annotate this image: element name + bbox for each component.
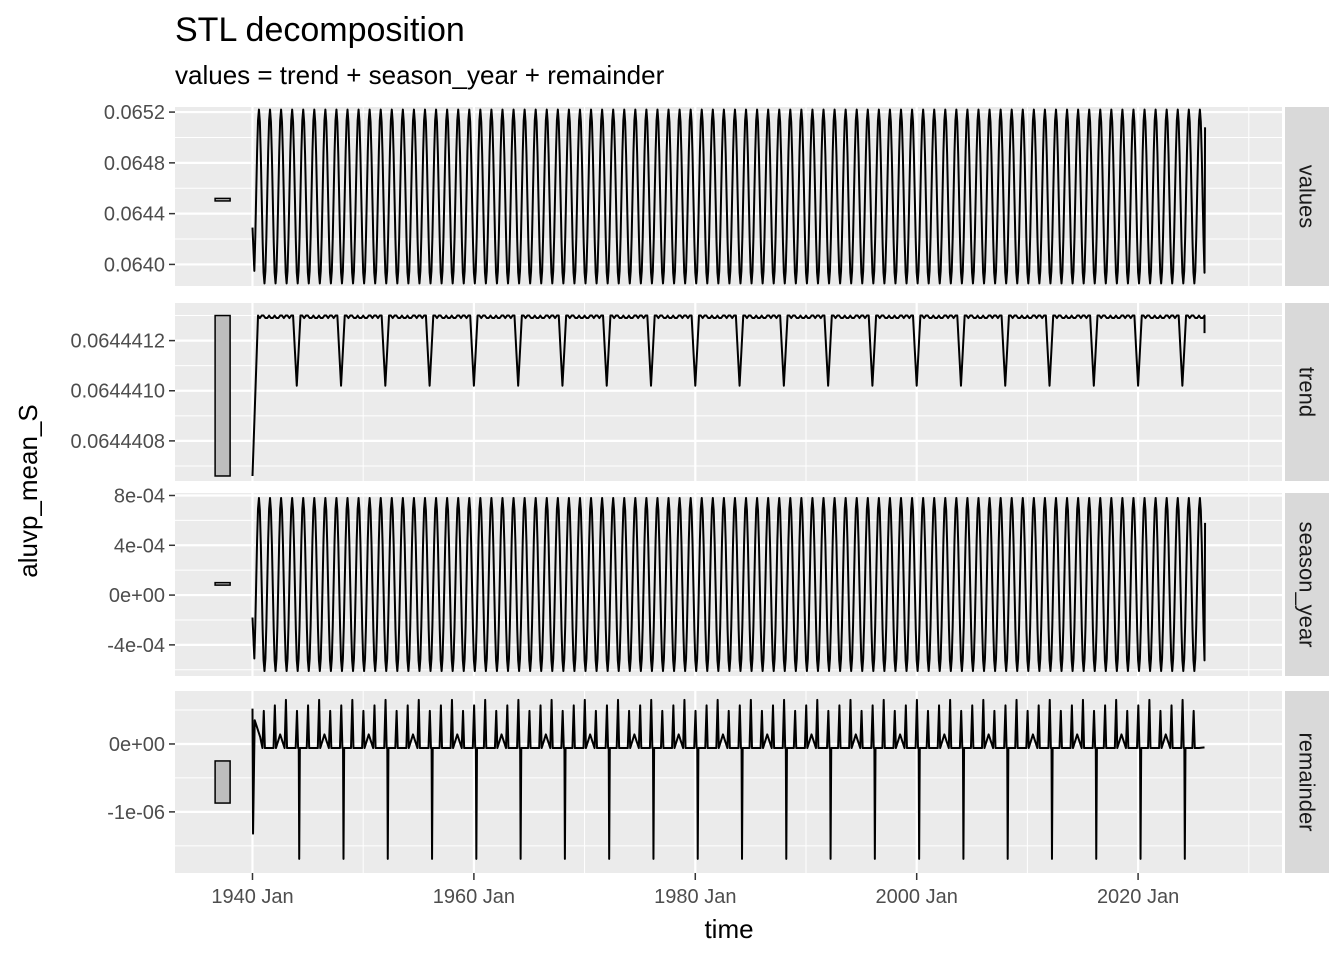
strip-season_year — [1285, 493, 1329, 676]
range-bar-remainder — [214, 760, 231, 804]
strip-label-trend: trend — [1295, 367, 1320, 417]
panels: 0.06400.06440.06480.0652values0.06444080… — [70, 102, 1329, 873]
x-tick-label: 2020 Jan — [1097, 886, 1179, 908]
x-tick-label: 2000 Jan — [876, 886, 958, 908]
strip-remainder — [1285, 691, 1329, 873]
y-tick-label-values: 0.0652 — [104, 102, 165, 124]
x-axis-title: time — [704, 914, 753, 944]
strip-label-remainder: remainder — [1295, 732, 1320, 831]
strip-trend — [1285, 303, 1329, 481]
y-tick-label-remainder: -1e-06 — [107, 802, 165, 824]
chart-title: STL decomposition — [175, 11, 465, 49]
range-bar-values — [214, 197, 231, 202]
y-tick-label-season_year: 8e-04 — [114, 485, 165, 507]
x-axis: 1940 Jan 1960 Jan 1980 Jan 2000 Jan 2020 Jan — [211, 873, 1179, 908]
y-axis-title: aluvp_mean_S — [13, 404, 43, 577]
y-tick-label-values: 0.0648 — [104, 153, 165, 175]
y-tick-label-remainder: 0e+00 — [109, 734, 165, 756]
strip-label-values: values — [1295, 165, 1320, 229]
panel-background-trend — [175, 303, 1282, 481]
x-tick-label: 1960 Jan — [433, 886, 515, 908]
y-tick-label-season_year: 4e-04 — [114, 535, 165, 557]
strip-values — [1285, 107, 1329, 286]
range-bar-season_year — [214, 581, 231, 586]
y-tick-label-season_year: -4e-04 — [107, 635, 165, 657]
x-tick-label: 1980 Jan — [654, 886, 736, 908]
y-tick-label-season_year: 0e+00 — [109, 585, 165, 607]
strip-label-season_year: season_year — [1295, 522, 1320, 648]
y-tick-label-values: 0.0640 — [104, 254, 165, 276]
panel-remainder: -1e-06 0e+00 remainder — [107, 691, 1329, 873]
panel-values: 0.0640 0.0644 0.0648 0.0652 values — [104, 102, 1329, 286]
series-line-values — [251, 108, 1207, 285]
panel-season_year: -4e-04 0e+00 4e-04 8e-04 season_year — [107, 485, 1329, 676]
y-tick-label-trend: 0.0644408 — [70, 431, 165, 453]
series-line-remainder — [251, 698, 1205, 860]
series-line-trend — [251, 314, 1206, 477]
y-tick-label-trend: 0.0644412 — [70, 331, 165, 353]
x-tick-label: 1940 Jan — [211, 886, 293, 908]
series-line-season_year — [251, 497, 1207, 672]
range-bar-trend — [214, 314, 231, 477]
y-tick-label-values: 0.0644 — [104, 204, 165, 226]
y-tick-label-trend: 0.0644410 — [70, 381, 165, 403]
chart-subtitle: values = trend + season_year + remainder — [175, 60, 665, 90]
panel-trend: 0.0644408 0.0644410 0.0644412 trend — [70, 303, 1329, 481]
